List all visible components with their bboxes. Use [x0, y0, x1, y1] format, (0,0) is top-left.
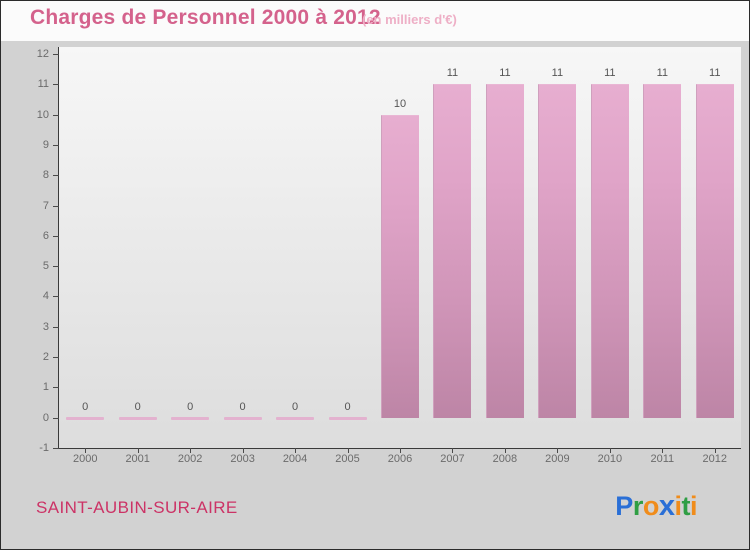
- logo-letter: i: [674, 491, 682, 521]
- bar-value-label: 0: [82, 400, 89, 413]
- bar-value-label: 11: [551, 67, 564, 80]
- x-tick-mark: [715, 448, 716, 453]
- bar[interactable]: [433, 84, 472, 418]
- bar-value-label: 10: [393, 97, 407, 110]
- bar[interactable]: [118, 416, 157, 420]
- bar[interactable]: [223, 416, 262, 420]
- commune-name: SAINT-AUBIN-SUR-AIRE: [36, 498, 238, 517]
- x-tick-label: 2002: [177, 453, 203, 465]
- y-tick-label: 3: [42, 320, 49, 333]
- bar[interactable]: [66, 416, 105, 420]
- x-tick-mark: [610, 448, 611, 453]
- bar[interactable]: [643, 84, 682, 418]
- y-tick-label: 4: [42, 290, 49, 303]
- x-tick-label: 2011: [650, 453, 675, 465]
- x-tick-mark: [348, 448, 349, 453]
- y-tick-mark: [53, 357, 59, 359]
- page-title: Charges de Personnel 2000 à 2012: [30, 6, 381, 29]
- bar-value-label: 11: [499, 67, 511, 80]
- y-tick-label: 8: [42, 169, 49, 182]
- y-tick-mark: [53, 175, 59, 177]
- y-tick-label: -1: [39, 442, 49, 454]
- y-tick-mark: [53, 235, 59, 237]
- x-tick-mark: [295, 448, 296, 453]
- bar[interactable]: [590, 84, 629, 418]
- y-tick-mark: [53, 387, 59, 389]
- bar[interactable]: [276, 416, 315, 420]
- logo-letter: i: [689, 491, 698, 521]
- y-tick-mark: [53, 417, 59, 419]
- y-tick-mark: [53, 448, 59, 449]
- logo-letter: P: [615, 491, 633, 521]
- bar-value-label: 11: [656, 67, 668, 80]
- bar[interactable]: [695, 84, 734, 418]
- y-axis-line: [58, 47, 59, 449]
- y-tick-label: 2: [42, 351, 49, 364]
- bar[interactable]: [328, 416, 367, 420]
- bar[interactable]: [538, 84, 577, 418]
- bar-value-label: 0: [292, 400, 299, 413]
- bar[interactable]: [485, 84, 524, 418]
- y-tick-label: 9: [42, 138, 49, 151]
- y-tick-label: 6: [42, 229, 49, 242]
- x-tick-mark: [138, 448, 139, 453]
- y-tick-mark: [53, 205, 59, 207]
- x-tick-mark: [85, 448, 86, 453]
- y-tick-mark: [53, 296, 59, 298]
- x-axis-line: [58, 448, 741, 449]
- chart-footer: SAINT-AUBIN-SUR-AIRE Proxiti: [1, 476, 749, 549]
- x-tick-label: 2001: [125, 453, 150, 465]
- chart-units-subtitle: (en milliers d'€): [362, 12, 457, 27]
- bar-value-label: 0: [134, 400, 141, 413]
- x-tick-label: 2009: [545, 453, 570, 465]
- y-tick-label: 7: [42, 199, 49, 212]
- x-tick-mark: [243, 448, 244, 453]
- x-tick-mark: [662, 448, 663, 453]
- x-tick-mark: [190, 448, 191, 453]
- x-tick-label: 2005: [335, 453, 360, 465]
- x-tick-label: 2012: [702, 453, 727, 465]
- logo-letter: t: [681, 491, 690, 521]
- chart-header: Charges de Personnel 2000 à 2012 (en mil…: [1, 1, 749, 41]
- x-tick-label: 2010: [597, 453, 623, 465]
- y-tick-label: 5: [42, 260, 49, 273]
- proxiti-logo[interactable]: Proxiti: [615, 490, 697, 523]
- y-tick-mark: [53, 266, 59, 268]
- logo-letter: x: [658, 490, 675, 522]
- bar-value-label: 11: [604, 67, 616, 80]
- x-tick-label: 2008: [492, 453, 518, 465]
- x-tick-mark: [557, 448, 558, 453]
- y-tick-mark: [53, 144, 59, 146]
- bar-value-label: 11: [446, 67, 459, 80]
- x-tick-label: 2006: [387, 453, 413, 465]
- x-tick-mark: [452, 448, 453, 453]
- x-tick-label: 2003: [230, 453, 255, 465]
- y-tick-label: 12: [36, 48, 49, 60]
- x-tick-label: 2000: [72, 453, 98, 465]
- x-tick-label: 2007: [440, 453, 465, 465]
- logo-letter: o: [642, 491, 660, 521]
- bar[interactable]: [381, 114, 419, 418]
- bar-value-label: 0: [239, 400, 246, 413]
- logo-letter: r: [632, 491, 644, 521]
- y-tick-label: 1: [42, 381, 49, 394]
- x-tick-mark: [505, 448, 506, 453]
- y-tick-label: 10: [36, 108, 49, 121]
- y-tick-mark: [53, 54, 59, 55]
- y-tick-mark: [53, 84, 59, 86]
- bar-value-label: 0: [187, 400, 194, 413]
- bar[interactable]: [171, 416, 210, 420]
- y-tick-label: 11: [37, 78, 49, 91]
- y-tick-label: 0: [42, 411, 49, 424]
- x-tick-label: 2004: [282, 453, 308, 465]
- bar-value-label: 0: [344, 400, 351, 413]
- y-tick-mark: [53, 114, 59, 116]
- x-tick-mark: [400, 448, 401, 453]
- bar-value-label: 11: [709, 67, 721, 80]
- y-tick-mark: [53, 326, 59, 328]
